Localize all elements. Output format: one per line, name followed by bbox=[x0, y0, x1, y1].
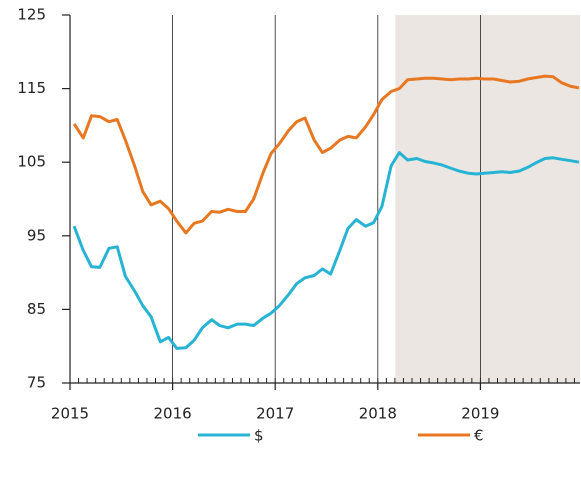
y-tick-label: 95 bbox=[27, 226, 46, 244]
y-tick-label: 125 bbox=[17, 6, 46, 24]
x-tick-label: 2018 bbox=[359, 405, 397, 423]
y-tick-label: 75 bbox=[27, 374, 46, 392]
series-line bbox=[72, 74, 580, 235]
legend-label: $ bbox=[254, 427, 264, 445]
y-tick-label: 105 bbox=[17, 153, 46, 171]
y-tick-label: 115 bbox=[17, 79, 46, 97]
legend-label: € bbox=[474, 427, 484, 445]
y-tick-label: 85 bbox=[27, 300, 46, 318]
shaded-region bbox=[395, 15, 580, 383]
series-line bbox=[72, 151, 580, 350]
x-tick-label: 2016 bbox=[154, 405, 192, 423]
x-tick-label: 2019 bbox=[461, 405, 499, 423]
x-tick-label: 2017 bbox=[256, 405, 294, 423]
x-tick-label: 2015 bbox=[51, 405, 89, 423]
